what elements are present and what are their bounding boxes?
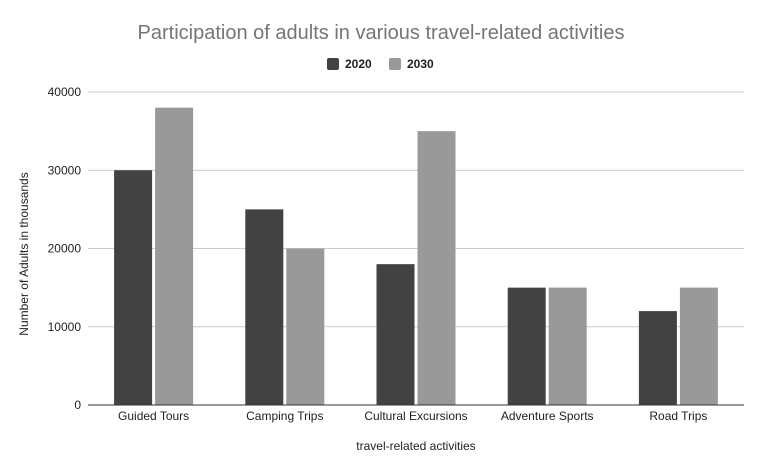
x-tick-label: Camping Trips [246,409,323,423]
x-tick-label: Road Trips [649,409,707,423]
bar-2030 [286,248,325,405]
bar-2020 [638,311,677,405]
x-axis-title: travel-related activities [356,439,475,453]
bar-2030 [155,107,194,406]
y-tick-label: 20000 [48,242,82,256]
chart-title: Participation of adults in various trave… [138,22,625,44]
legend-label-2020: 2020 [345,57,372,71]
bar-2020 [114,170,153,405]
gridlines [88,91,744,328]
x-axis-ticks: Guided Tours Camping Trips Cultural Excurs… [118,409,707,423]
y-tick-label: 10000 [48,320,82,334]
bar-2030 [548,287,587,405]
x-tick-label: Guided Tours [118,409,189,423]
legend-swatch-2020 [327,58,339,70]
y-tick-label: 40000 [48,85,82,99]
x-tick-label: Cultural Excursions [364,409,467,423]
legend-label-2030: 2030 [407,57,434,71]
bar-2020 [376,264,415,405]
bar-2020 [245,209,284,405]
bar-2030 [417,131,456,405]
y-tick-label: 0 [74,398,81,412]
y-axis-ticks: 0 10000 20000 30000 40000 [48,85,82,412]
bar-2030 [679,287,718,405]
legend: 2020 2030 [327,57,434,71]
x-tick-label: Adventure Sports [501,409,594,423]
bar-2020 [507,287,546,405]
legend-swatch-2030 [389,58,401,70]
y-axis-title: Number of Adults in thousands [17,172,31,335]
bars [114,107,718,406]
y-tick-label: 30000 [48,163,82,177]
